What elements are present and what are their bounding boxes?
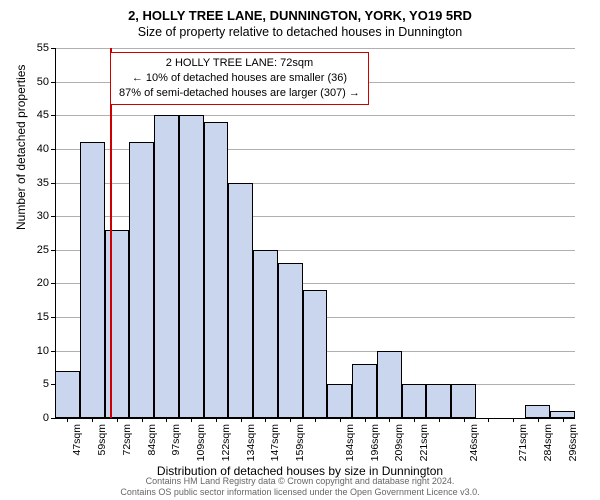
annotation-line: 87% of semi-detached houses are larger (… (119, 86, 360, 101)
xtick-mark (464, 418, 465, 422)
gridline (55, 48, 575, 49)
xtick-label: 221sqm (418, 424, 430, 461)
histogram-bar (179, 115, 204, 418)
xtick-mark (538, 418, 539, 422)
xtick-label: 196sqm (369, 424, 381, 461)
chart-title-sub: Size of property relative to detached ho… (0, 23, 600, 41)
annotation-line: 2 HOLLY TREE LANE: 72sqm (119, 56, 360, 71)
footer-line-1: Contains HM Land Registry data © Crown c… (146, 476, 455, 486)
xtick-label: 159sqm (294, 424, 306, 461)
xtick-label: 134sqm (245, 424, 257, 461)
xtick-mark (290, 418, 291, 422)
xtick-mark (315, 418, 316, 422)
chart-footer: Contains HM Land Registry data © Crown c… (0, 476, 600, 498)
histogram-bar (550, 411, 575, 418)
xtick-label: 271sqm (517, 424, 529, 461)
histogram-bar (55, 371, 80, 418)
histogram-bar (228, 183, 253, 418)
histogram-bar (352, 364, 377, 418)
xtick-mark (439, 418, 440, 422)
xtick-label: 84sqm (146, 424, 158, 456)
ytick-label: 25 (19, 244, 49, 256)
annotation-line: ← 10% of detached houses are smaller (36… (119, 71, 360, 86)
xtick-label: 246sqm (468, 424, 480, 461)
xtick-mark (216, 418, 217, 422)
ytick-label: 35 (19, 177, 49, 189)
xtick-mark (117, 418, 118, 422)
histogram-bar (80, 142, 105, 418)
chart-plot-area: 051015202530354045505547sqm59sqm72sqm84s… (55, 48, 575, 418)
ytick-label: 50 (19, 76, 49, 88)
ytick-label: 15 (19, 311, 49, 323)
histogram-bar (303, 290, 328, 418)
histogram-bar (525, 405, 550, 418)
xtick-mark (67, 418, 68, 422)
ytick-label: 30 (19, 210, 49, 222)
xtick-mark (340, 418, 341, 422)
histogram-bar (154, 115, 179, 418)
xtick-mark (191, 418, 192, 422)
histogram-bar (377, 351, 402, 418)
footer-line-2: Contains OS public sector information li… (120, 487, 479, 497)
histogram-bar (402, 384, 427, 418)
xtick-label: 59sqm (96, 424, 108, 456)
xtick-mark (414, 418, 415, 422)
xtick-label: 72sqm (121, 424, 133, 456)
xtick-mark (488, 418, 489, 422)
histogram-bar (327, 384, 352, 418)
xtick-mark (389, 418, 390, 422)
xtick-mark (142, 418, 143, 422)
y-axis-line (55, 48, 56, 418)
histogram-bar (204, 122, 229, 418)
histogram-bar (253, 250, 278, 418)
ytick-label: 20 (19, 277, 49, 289)
xtick-mark (365, 418, 366, 422)
xtick-label: 97sqm (170, 424, 182, 456)
ytick-label: 5 (19, 378, 49, 390)
histogram-bar (105, 230, 130, 418)
xtick-label: 147sqm (269, 424, 281, 461)
ytick-label: 55 (19, 42, 49, 54)
histogram-bar (129, 142, 154, 418)
histogram-bar (426, 384, 451, 418)
ytick-label: 10 (19, 345, 49, 357)
plot-surface: 051015202530354045505547sqm59sqm72sqm84s… (55, 48, 575, 418)
xtick-label: 122sqm (220, 424, 232, 461)
xtick-mark (166, 418, 167, 422)
xtick-mark (265, 418, 266, 422)
xtick-mark (513, 418, 514, 422)
xtick-label: 296sqm (567, 424, 579, 461)
xtick-mark (563, 418, 564, 422)
xtick-mark (241, 418, 242, 422)
xtick-label: 209sqm (393, 424, 405, 461)
chart-title-main: 2, HOLLY TREE LANE, DUNNINGTON, YORK, YO… (0, 0, 600, 23)
xtick-mark (92, 418, 93, 422)
xtick-label: 184sqm (344, 424, 356, 461)
ytick-label: 45 (19, 109, 49, 121)
annotation-box: 2 HOLLY TREE LANE: 72sqm← 10% of detache… (110, 52, 369, 105)
ytick-label: 40 (19, 143, 49, 155)
histogram-bar (451, 384, 476, 418)
gridline (55, 115, 575, 116)
ytick-label: 0 (19, 412, 49, 424)
xtick-label: 47sqm (71, 424, 83, 456)
xtick-label: 284sqm (542, 424, 554, 461)
xtick-label: 109sqm (195, 424, 207, 461)
histogram-bar (278, 263, 303, 418)
